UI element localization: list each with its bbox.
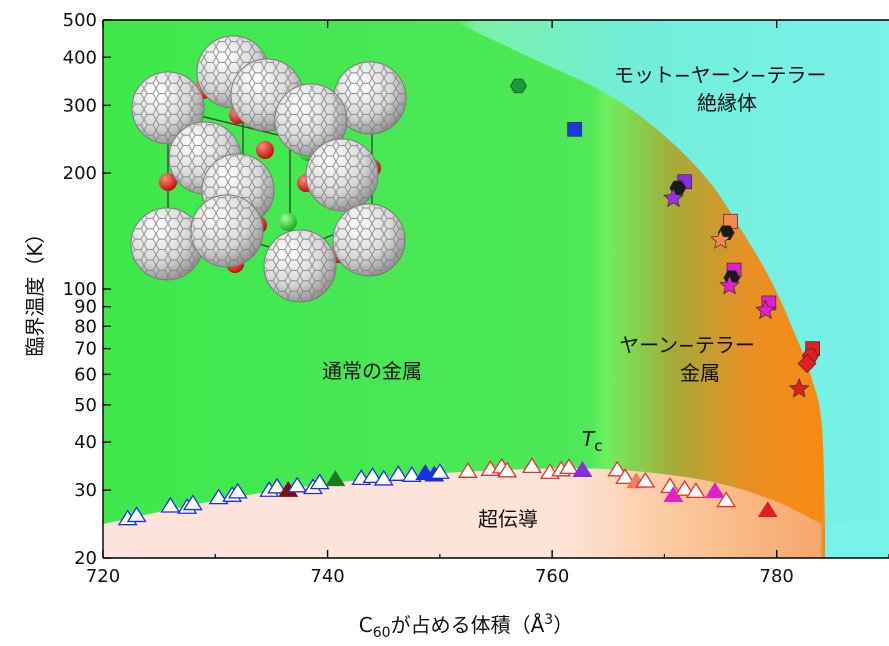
insulator-strip xyxy=(824,524,889,558)
tc-triangle-marker xyxy=(757,501,778,517)
c60-facets xyxy=(276,85,346,155)
tc-triangle-marker xyxy=(429,463,450,479)
transition-star-marker xyxy=(755,299,776,320)
tc-triangle-marker xyxy=(607,460,628,477)
mott-insulator-region xyxy=(451,20,889,558)
y-tick-label: 100 xyxy=(63,279,97,300)
tc-triangle-marker xyxy=(182,494,203,511)
y-tick-label: 30 xyxy=(74,480,97,501)
transition-diamond-marker xyxy=(797,354,817,374)
transition-star-marker xyxy=(788,378,810,398)
c60-facets xyxy=(133,73,203,143)
x-tick-label: 780 xyxy=(760,566,794,587)
x-tick-label: 720 xyxy=(86,566,120,587)
x-axis-title: C60が占める体積（Å3） xyxy=(359,612,573,641)
tc-triangle-marker xyxy=(685,482,706,498)
tc-triangle-marker xyxy=(521,457,542,474)
c60-facets xyxy=(307,140,377,210)
y-tick-label: 400 xyxy=(63,47,97,68)
transition-square-marker xyxy=(567,121,582,137)
tc-triangle-marker xyxy=(126,506,147,523)
mott-label-line2: 絶縁体 xyxy=(697,91,757,115)
transition-star-marker xyxy=(719,274,740,295)
tc-triangle-marker xyxy=(497,461,518,478)
c60-facets xyxy=(265,231,335,301)
transition-star-marker xyxy=(710,229,731,249)
tc-triangle-marker xyxy=(227,482,248,499)
data-markers xyxy=(117,78,820,526)
y-tick-label: 80 xyxy=(74,316,97,337)
tc-triangle-marker xyxy=(572,461,593,477)
y-tick-label: 20 xyxy=(74,548,97,569)
y-tick-label: 300 xyxy=(63,95,97,116)
tc-label: Tc xyxy=(582,427,602,455)
red-atom xyxy=(256,141,274,159)
y-tick-label: 40 xyxy=(74,432,97,453)
mott-label-line1: モット−ヤーン−テラー xyxy=(614,63,827,87)
tc-triangle-marker xyxy=(325,470,346,487)
c60-facets xyxy=(132,209,202,279)
tc-triangle-marker xyxy=(716,491,737,508)
tc-triangle-marker xyxy=(674,479,695,496)
y-tick-label: 200 xyxy=(63,163,97,184)
tc-triangle-marker xyxy=(373,469,394,486)
jt-metal-label-line1: ヤーン−テラー xyxy=(619,333,755,357)
y-tick-label: 90 xyxy=(74,297,97,318)
tc-triangle-marker xyxy=(267,477,288,494)
tc-triangle-marker xyxy=(704,482,725,498)
y-tick-label: 70 xyxy=(74,339,97,360)
tc-triangle-marker xyxy=(309,473,330,490)
transition-star-marker xyxy=(663,187,684,208)
tc-triangle-marker xyxy=(287,476,308,493)
tc-triangle-marker xyxy=(160,496,181,513)
tc-triangle-marker xyxy=(401,466,422,482)
tc-triangle-marker xyxy=(457,462,478,478)
tc-triangle-marker xyxy=(635,471,656,488)
jt-metal-label-line2: 金属 xyxy=(680,361,720,385)
x-tick-label: 760 xyxy=(535,566,569,587)
red-atom xyxy=(159,173,177,191)
tc-triangle-marker xyxy=(362,467,383,483)
y-axis-title: 臨界温度（K） xyxy=(23,223,47,356)
tc-triangle-marker xyxy=(559,458,579,475)
normal-metal-label: 通常の金属 xyxy=(322,359,422,383)
transition-hexagon-marker xyxy=(510,78,527,94)
y-tick-label: 500 xyxy=(63,10,97,31)
c60-facets xyxy=(192,196,262,266)
tc-triangle-marker xyxy=(388,465,409,481)
tc-triangle-marker xyxy=(208,488,229,505)
c60-crystal-illustration xyxy=(130,35,407,303)
x-tick-label: 740 xyxy=(310,566,344,587)
green-atom xyxy=(279,213,297,231)
c60-facets xyxy=(335,63,405,133)
y-tick-label: 50 xyxy=(74,395,97,416)
tc-triangle-marker xyxy=(615,468,636,485)
superconductor-label: 超伝導 xyxy=(478,507,538,531)
y-tick-label: 60 xyxy=(74,364,97,385)
c60-facets xyxy=(334,205,404,275)
